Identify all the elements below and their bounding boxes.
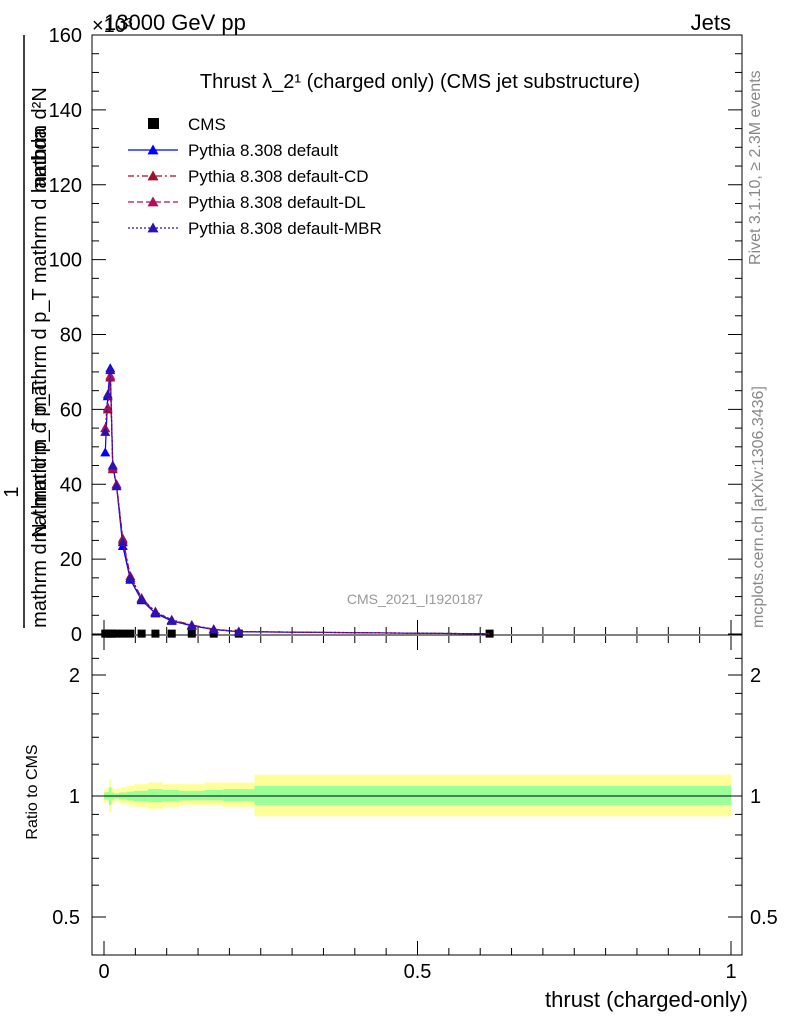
series-marker-3 [102,402,113,412]
category-label: Jets [691,10,731,35]
x-tick-label: 0.5 [404,961,432,983]
series-marker-4 [107,460,118,470]
series-marker-4 [166,615,177,625]
analysis-watermark: CMS_2021_I1920187 [347,591,483,607]
legend-marker [147,144,159,155]
legend-entry-label: Pythia 8.308 default-DL [188,193,366,212]
ratio-y-tick-label-right: 2 [750,665,761,687]
y-label-prefix-numerator: 1 [1,486,23,497]
legend-marker-cms [148,118,159,129]
legend-marker [147,170,159,181]
main-y-tick-label: 40 [60,474,82,496]
main-y-tick-label: 100 [49,250,82,272]
mcplots-label: mcplots.cern.ch [arXiv:1306.3436] [750,386,767,628]
main-y-tick-label: 0 [71,624,82,646]
legend-marker [147,196,159,207]
main-y-tick-label: 160 [49,25,82,47]
cms-data-point [151,629,160,638]
legend-entry-label: Pythia 8.308 default-MBR [188,219,382,238]
series-marker-4 [136,593,147,603]
x-tick-label: 0 [98,961,109,983]
inner-uncertainty-band [254,785,732,805]
cms-data-point [112,629,121,638]
series-marker-4 [117,537,128,547]
series-marker-4 [125,572,136,582]
inner-uncertainty-band [223,789,255,802]
cms-data-point [209,629,218,638]
series-marker-1 [100,447,111,457]
rivet-version-label: Rivet 3.1.10, ≥ 2.3M events [747,70,764,265]
y-label-denominator: mathrm d p_T mathrm d p_T mathrm d lambd… [29,127,51,543]
ratio-y-tick-label-right: 0.5 [750,907,778,929]
x-tick-label: 1 [725,961,736,983]
main-y-tick-label: 140 [49,100,82,122]
series-marker-4 [100,426,111,436]
ratio-y-tick-label: 0.5 [52,907,80,929]
y-label-numerator: mathrm d²N [29,87,51,193]
ratio-y-tick-label: 1 [69,786,80,808]
main-y-tick-label: 120 [49,175,82,197]
legend-entry-label: Pythia 8.308 default [188,141,339,160]
cms-data-point [137,629,146,638]
series-line-4 [104,370,490,635]
main-y-tick-label: 80 [60,325,82,347]
energy-label: 13000 GeV pp [104,10,246,35]
main-y-tick-label: 60 [60,399,82,421]
y-multiplier-label: ×10³ [92,15,133,37]
ratio-y-axis-label: Ratio to CMS [24,744,41,839]
legend-marker [147,222,159,233]
series-marker-4 [208,624,219,634]
cms-data-point [187,629,196,638]
series-marker-4 [111,481,122,491]
legend-entry-label: CMS [188,115,226,134]
main-y-tick-label: 20 [60,549,82,571]
plot-title: Thrust λ_2¹ (charged only) (CMS jet subs… [200,71,640,93]
ratio-y-tick-label-right: 1 [750,786,761,808]
y-label-prefix-denominator: mathrm d N / mathrm d p_T [29,382,51,628]
series-marker-4 [105,365,116,375]
legend-entry-label: Pythia 8.308 default-CD [188,167,369,186]
series-marker-4 [102,389,113,399]
inner-uncertainty-band [204,789,224,801]
series-line-3 [104,375,490,635]
series-marker-4 [233,626,244,636]
cms-data-point [167,629,176,638]
series-marker-4 [186,620,197,630]
x-axis-label: thrust (charged-only) [545,987,748,1012]
cms-data-point [126,629,135,638]
series-marker-4 [150,607,161,617]
cms-data-point [118,629,127,638]
main-y-axis-label: 1 mathrm d²N mathrm d p_T mathrm d p_T m… [1,35,51,628]
ratio-y-tick-label: 2 [69,665,80,687]
